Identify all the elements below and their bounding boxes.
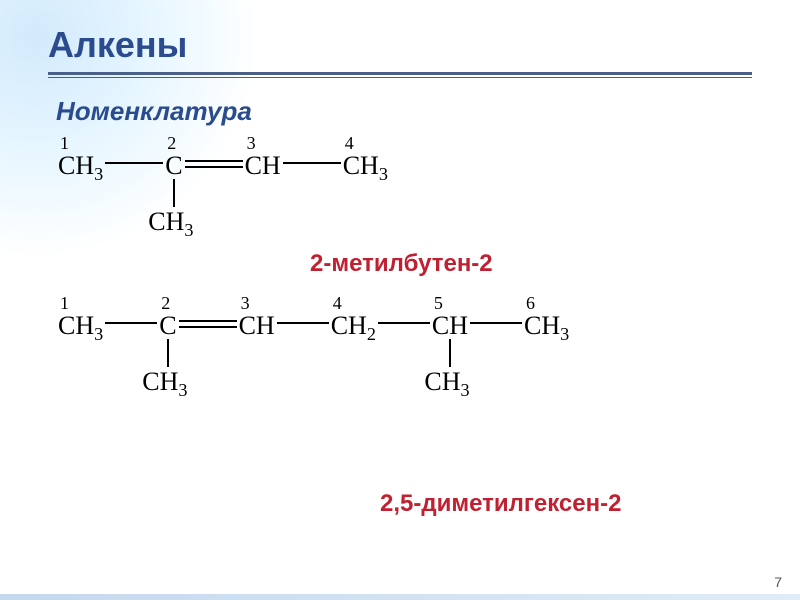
- single-bond: [470, 322, 522, 324]
- branch-label: CH3: [148, 207, 194, 237]
- compound-1-chain: 1CH3 2C 3CH 4CH3: [58, 151, 752, 181]
- carbon-number: 2: [161, 293, 170, 314]
- branch-bond: [449, 339, 451, 367]
- slide-title: Алкены: [48, 24, 752, 66]
- carbon-group: 1CH3: [58, 151, 103, 181]
- compound-2-chain: 1CH3 2C 3CH 4CH2 5CH 6CH3: [58, 311, 752, 341]
- slide-subtitle: Номенклатура: [56, 96, 752, 127]
- carbon-group: 4CH2: [331, 311, 376, 341]
- branch-group: CH3: [154, 179, 194, 237]
- branch-label: CH3: [424, 367, 470, 397]
- carbon-group: 6CH3: [524, 311, 569, 341]
- bottom-edge: [0, 594, 800, 600]
- carbon-number: 6: [526, 293, 535, 314]
- single-bond: [283, 162, 341, 164]
- carbon-group: 1CH3: [58, 311, 103, 341]
- slide-content: Алкены Номенклатура 1CH32C3CH4CH3 CH3 1C…: [0, 0, 800, 365]
- carbon-group: 2C: [165, 151, 182, 181]
- title-rule: [48, 72, 752, 75]
- carbon-number: 3: [241, 293, 250, 314]
- carbon-group: 3CH: [245, 151, 281, 181]
- carbon-group: 5CH: [432, 311, 468, 341]
- carbon-number: 4: [345, 133, 354, 154]
- single-bond: [105, 162, 163, 164]
- compound-1-formula: 1CH32C3CH4CH3 CH3: [58, 151, 752, 181]
- carbon-number: 1: [60, 133, 69, 154]
- carbon-number: 2: [167, 133, 176, 154]
- carbon-number: 1: [60, 293, 69, 314]
- compound-2-formula: 1CH32C3CH4CH25CH6CH3 CH3CH3: [58, 311, 752, 341]
- carbon-number: 5: [434, 293, 443, 314]
- carbon-group: 4CH3: [343, 151, 388, 181]
- branch-group: CH3: [430, 339, 470, 397]
- carbon-group: 3CH: [239, 311, 275, 341]
- carbon-group: 2C: [159, 311, 176, 341]
- compound-2-name: 2,5-диметилгексен-2: [380, 490, 621, 518]
- carbon-number: 3: [247, 133, 256, 154]
- title-rule-thin: [48, 77, 752, 78]
- branch-group: CH3: [148, 339, 188, 397]
- branch-bond: [167, 339, 169, 367]
- branch-bond: [173, 179, 175, 207]
- compound-1-name: 2-метилбутен-2: [310, 250, 493, 278]
- single-bond: [277, 322, 329, 324]
- branch-label: CH3: [142, 367, 188, 397]
- carbon-number: 4: [333, 293, 342, 314]
- single-bond: [105, 322, 157, 324]
- single-bond: [378, 322, 430, 324]
- page-number: 7: [774, 574, 782, 590]
